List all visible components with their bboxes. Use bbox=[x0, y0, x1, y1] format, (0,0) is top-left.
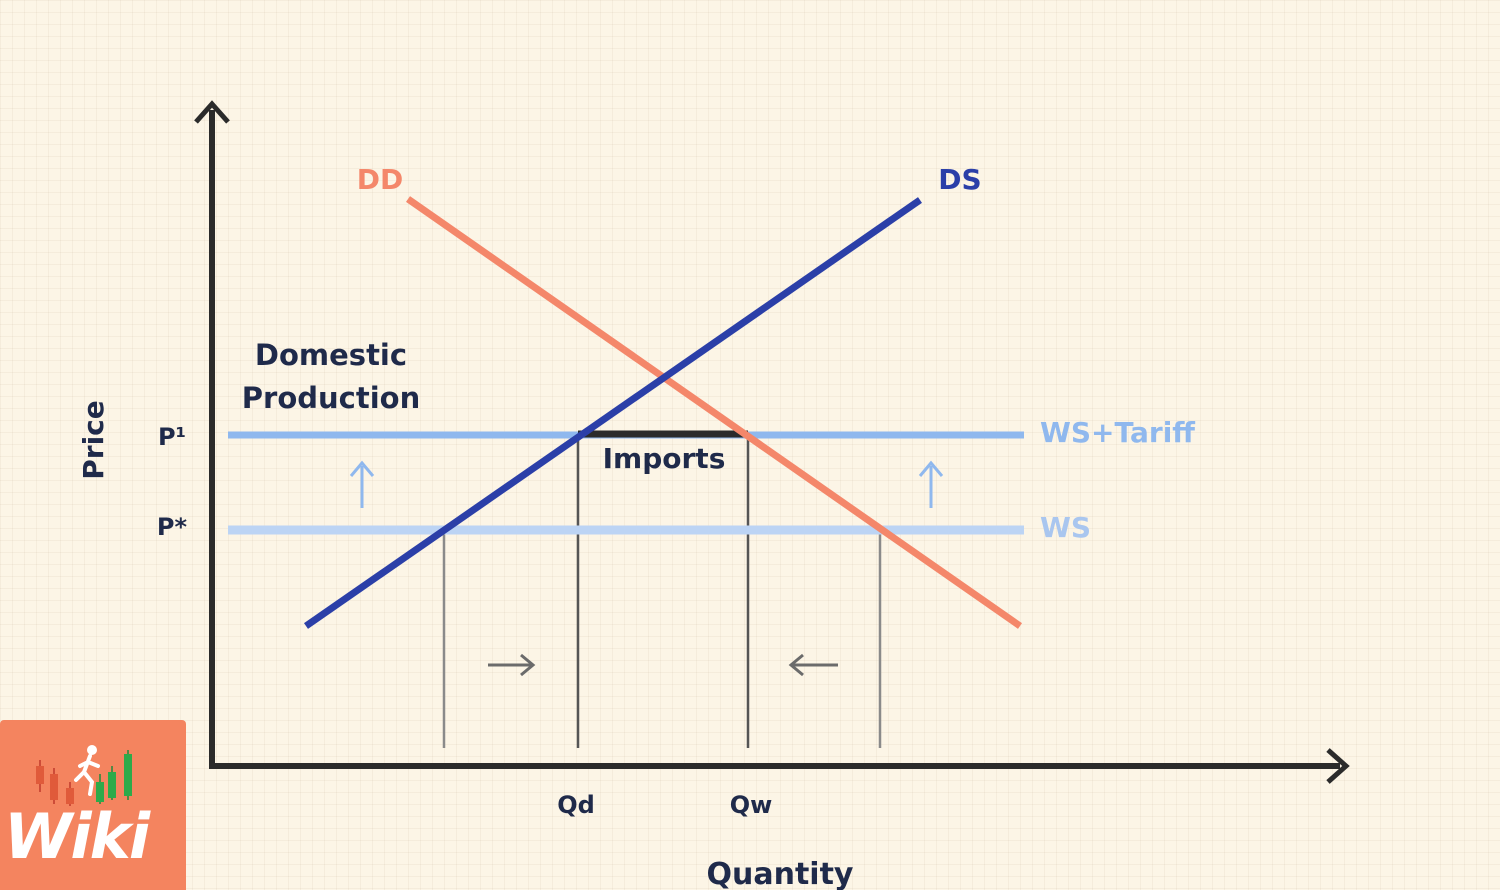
demand-shift-left-arrow bbox=[788, 653, 838, 677]
world-supply-tariff-label: WS+Tariff bbox=[1040, 416, 1195, 449]
price-level-pstar: P* bbox=[157, 513, 188, 541]
imports-label: Imports bbox=[603, 442, 726, 475]
supply-shift-right-arrow bbox=[488, 653, 536, 677]
quantity-tick-qw: Qw bbox=[730, 791, 773, 819]
y-axis-arrow bbox=[194, 100, 230, 124]
y-axis-title: Price bbox=[77, 400, 110, 480]
domestic-demand-label: DD bbox=[357, 163, 403, 196]
price-increase-arrow-left bbox=[349, 460, 375, 508]
world-supply-label: WS bbox=[1040, 511, 1091, 544]
quantity-tick-qd: Qd bbox=[557, 791, 595, 819]
wiki-logo-text: Wiki bbox=[4, 800, 150, 873]
domestic-supply-label: DS bbox=[938, 163, 981, 196]
price-increase-arrow-right bbox=[918, 460, 944, 508]
x-axis-arrow bbox=[1326, 748, 1350, 784]
domestic-supply-curve bbox=[304, 197, 922, 629]
domestic-demand-curve bbox=[405, 196, 1023, 629]
domestic-production-label-line2: Production bbox=[242, 381, 420, 415]
x-axis-title: Quantity bbox=[707, 857, 854, 890]
domestic-production-label-line1: Domestic bbox=[255, 338, 407, 372]
wiki-logo: Wiki bbox=[0, 720, 186, 890]
candlestick-runner-icon bbox=[36, 745, 132, 806]
price-level-p1: P¹ bbox=[158, 423, 186, 451]
